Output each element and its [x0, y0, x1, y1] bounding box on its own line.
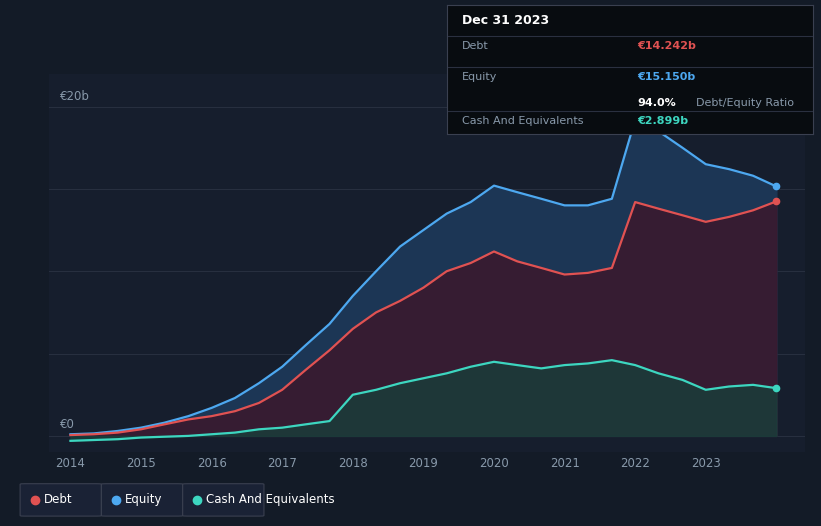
Text: Cash And Equivalents: Cash And Equivalents — [462, 116, 584, 126]
Text: €0: €0 — [60, 418, 75, 431]
Text: 94.0%: 94.0% — [637, 98, 677, 108]
Text: €15.150b: €15.150b — [637, 72, 695, 82]
Text: €2.899b: €2.899b — [637, 116, 689, 126]
Text: €20b: €20b — [60, 90, 89, 103]
Text: Debt: Debt — [44, 493, 72, 506]
FancyBboxPatch shape — [20, 484, 102, 516]
Text: Debt: Debt — [462, 42, 488, 52]
Text: Dec 31 2023: Dec 31 2023 — [462, 14, 549, 27]
Text: Equity: Equity — [462, 72, 498, 82]
Text: Equity: Equity — [125, 493, 163, 506]
Text: Debt/Equity Ratio: Debt/Equity Ratio — [696, 98, 794, 108]
FancyBboxPatch shape — [183, 484, 264, 516]
Text: Cash And Equivalents: Cash And Equivalents — [206, 493, 335, 506]
FancyBboxPatch shape — [102, 484, 183, 516]
Text: €14.242b: €14.242b — [637, 42, 696, 52]
